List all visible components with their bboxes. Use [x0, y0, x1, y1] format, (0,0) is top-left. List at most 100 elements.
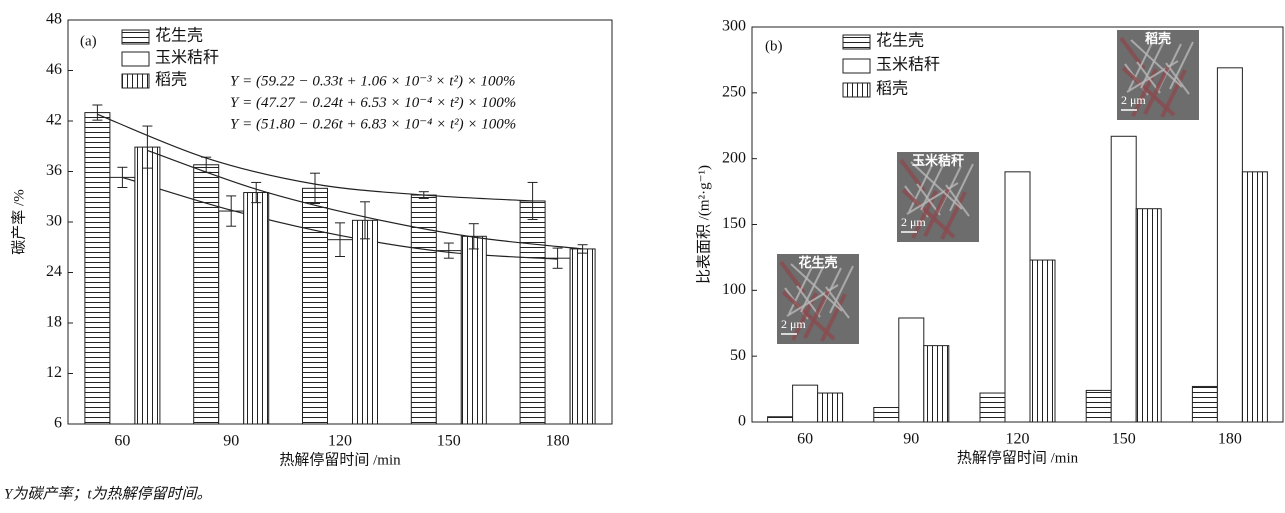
- error-bar: [443, 242, 454, 259]
- bar: [544, 257, 571, 425]
- y-tick-label: 42: [46, 112, 62, 129]
- error-bar: [335, 222, 345, 258]
- error-bar: [552, 247, 563, 269]
- error-bar: [142, 125, 153, 169]
- y-tick-label: 18: [46, 314, 62, 331]
- inset-texture: [906, 182, 959, 215]
- legend-label: 花生壳: [155, 27, 203, 45]
- inset-texture: [923, 188, 950, 237]
- bar: [898, 317, 925, 423]
- bar: [1191, 385, 1218, 423]
- inset-texture: [803, 290, 830, 339]
- bar: [873, 407, 900, 423]
- x-axis-label: 热解停留时间 /min: [279, 451, 401, 468]
- trend-line: [97, 113, 533, 202]
- y-tick-label: 50: [730, 347, 746, 364]
- inset-texture: [790, 263, 843, 312]
- y-tick-label: 0: [738, 413, 746, 430]
- inset-label: 稻壳: [1145, 31, 1171, 46]
- bar: [327, 239, 353, 425]
- inset-texture: [945, 184, 970, 217]
- legend-swatch: [842, 34, 871, 50]
- legend-swatch: [121, 29, 150, 45]
- inset-texture: [781, 290, 836, 341]
- legend-label: 稻壳: [155, 71, 187, 89]
- inset-texture: [1119, 36, 1146, 71]
- legend-label: 玉米秸秆: [876, 56, 940, 74]
- equation: Y = (51.80 − 0.26t + 6.83 × 10⁻⁴ × t²) ×…: [230, 116, 516, 132]
- error-bar: [527, 181, 538, 220]
- bar: [923, 345, 950, 423]
- bar: [1029, 259, 1056, 423]
- error-bar: [226, 195, 237, 227]
- inset-texture: [829, 265, 854, 314]
- y-tick-label: 12: [46, 364, 62, 381]
- y-tick-label: 150: [722, 215, 746, 232]
- inset-texture: [1169, 41, 1194, 90]
- inset-texture: [1165, 62, 1190, 95]
- legend-swatch: [121, 73, 150, 89]
- inset-texture: [786, 284, 839, 317]
- inset-texture: [910, 161, 963, 210]
- inset-texture: [779, 260, 806, 295]
- bar: [1004, 171, 1031, 423]
- legend-label: 稻壳: [876, 80, 908, 98]
- inset-texture: [1130, 39, 1183, 88]
- legend-label: 玉米秸秆: [155, 49, 219, 67]
- inset-scale-label: 2 μm: [781, 317, 806, 331]
- x-tick-label: 180: [1218, 431, 1242, 448]
- y-tick-label: 6: [54, 415, 62, 432]
- bar: [1135, 208, 1162, 423]
- equation: Y = (47.27 − 0.24t + 6.53 × 10⁻⁴ × t²) ×…: [230, 95, 516, 111]
- bar: [352, 219, 378, 425]
- inset-texture: [899, 158, 926, 193]
- bar: [1241, 171, 1268, 423]
- y-axis-label: 比表面积 /(m²·g⁻¹): [695, 165, 712, 284]
- footnote: Y为碳产率；t为热解停留时间。: [4, 485, 212, 502]
- x-tick-label: 90: [903, 431, 919, 448]
- x-tick-label: 120: [1006, 431, 1030, 448]
- bar: [569, 248, 596, 425]
- bar: [218, 210, 245, 425]
- sem-inset: 玉米秸秆 2 μm: [897, 152, 979, 242]
- bar: [817, 392, 844, 423]
- y-tick-label: 48: [46, 11, 62, 28]
- inset-texture: [1126, 60, 1179, 93]
- x-tick-label: 60: [797, 431, 813, 448]
- bar: [410, 194, 437, 425]
- bar: [193, 164, 220, 425]
- inset-label: 花生壳: [798, 255, 837, 270]
- x-tick-label: 120: [328, 433, 352, 450]
- inset-texture: [825, 286, 850, 319]
- error-bar: [310, 172, 320, 204]
- bar: [979, 392, 1006, 423]
- inset-texture: [1143, 66, 1170, 115]
- inset-scale-label: 2 μm: [1121, 93, 1146, 107]
- bar: [84, 112, 111, 425]
- bar: [1085, 389, 1112, 423]
- bar: [302, 187, 328, 425]
- bar: [792, 384, 819, 423]
- legend-swatch: [121, 51, 150, 67]
- inset-texture: [901, 188, 956, 239]
- bar: [519, 200, 546, 425]
- error-bar: [92, 104, 103, 121]
- error-bar: [251, 181, 262, 204]
- bar: [134, 146, 161, 425]
- x-tick-label: 180: [546, 433, 570, 450]
- sem-inset: 稻壳 2 μm: [1117, 30, 1199, 120]
- inset-label: 玉米秸秆: [912, 153, 964, 168]
- y-axis-label: 碳产率 /%: [10, 189, 27, 254]
- error-bar: [360, 201, 370, 240]
- bar: [767, 416, 794, 423]
- x-tick-label: 150: [437, 433, 461, 450]
- y-tick-label: 30: [46, 213, 62, 230]
- panel-label: (b): [765, 38, 783, 54]
- inset-texture: [1121, 66, 1176, 117]
- inset-scale-label: 2 μm: [901, 215, 926, 229]
- panel-label: (a): [80, 33, 97, 49]
- legend-label: 花生壳: [876, 32, 924, 50]
- y-tick-label: 24: [46, 263, 62, 280]
